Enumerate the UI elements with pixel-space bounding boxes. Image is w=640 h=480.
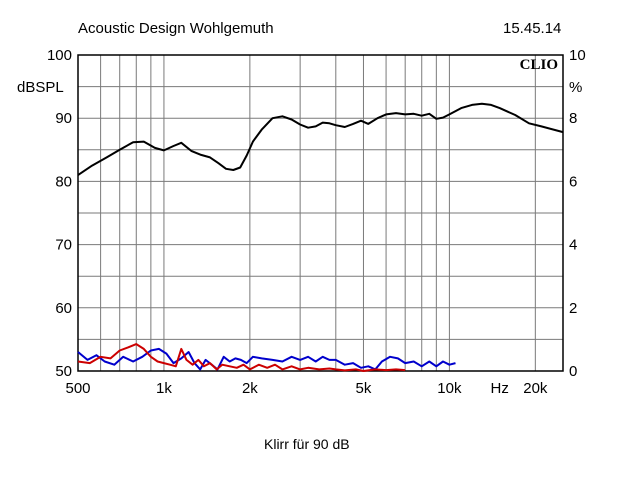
- series-line-3: [77, 343, 406, 372]
- series-line-2: [77, 347, 456, 371]
- right-tick-label: 10: [569, 47, 586, 64]
- left-tick-label: 100: [47, 47, 72, 64]
- left-tick-label: 60: [55, 300, 72, 317]
- left-tick-label: 90: [55, 110, 72, 127]
- footer-caption: Klirr für 90 dB: [264, 436, 350, 452]
- plot-frame: [77, 54, 564, 372]
- left-tick-label: 50: [55, 363, 72, 380]
- chart-title: Acoustic Design Wohlgemuth: [78, 20, 274, 37]
- x-tick-label: 2k: [242, 380, 258, 397]
- right-tick-label: 2: [569, 300, 577, 317]
- left-axis-label: dBSPL: [17, 79, 64, 96]
- x-tick-label: 20k: [523, 380, 548, 397]
- right-tick-label: 8: [569, 110, 577, 127]
- timestamp: 15.45.14: [503, 20, 562, 37]
- series-line-1: [77, 102, 564, 176]
- x-tick-label: 500: [65, 380, 90, 397]
- left-tick-label: 80: [55, 173, 72, 190]
- right-tick-label: 4: [569, 237, 577, 254]
- x-tick-label: 5k: [356, 380, 372, 397]
- clio-logo: CLIO: [520, 57, 558, 73]
- left-tick-label: 70: [55, 237, 72, 254]
- x-tick-label: 10k: [437, 380, 462, 397]
- x-tick-label: 1k: [156, 380, 172, 397]
- right-axis-label: %: [569, 79, 583, 96]
- right-tick-label: 0: [569, 363, 577, 380]
- right-tick-label: 6: [569, 173, 577, 190]
- x-tick-label: Hz: [490, 380, 508, 397]
